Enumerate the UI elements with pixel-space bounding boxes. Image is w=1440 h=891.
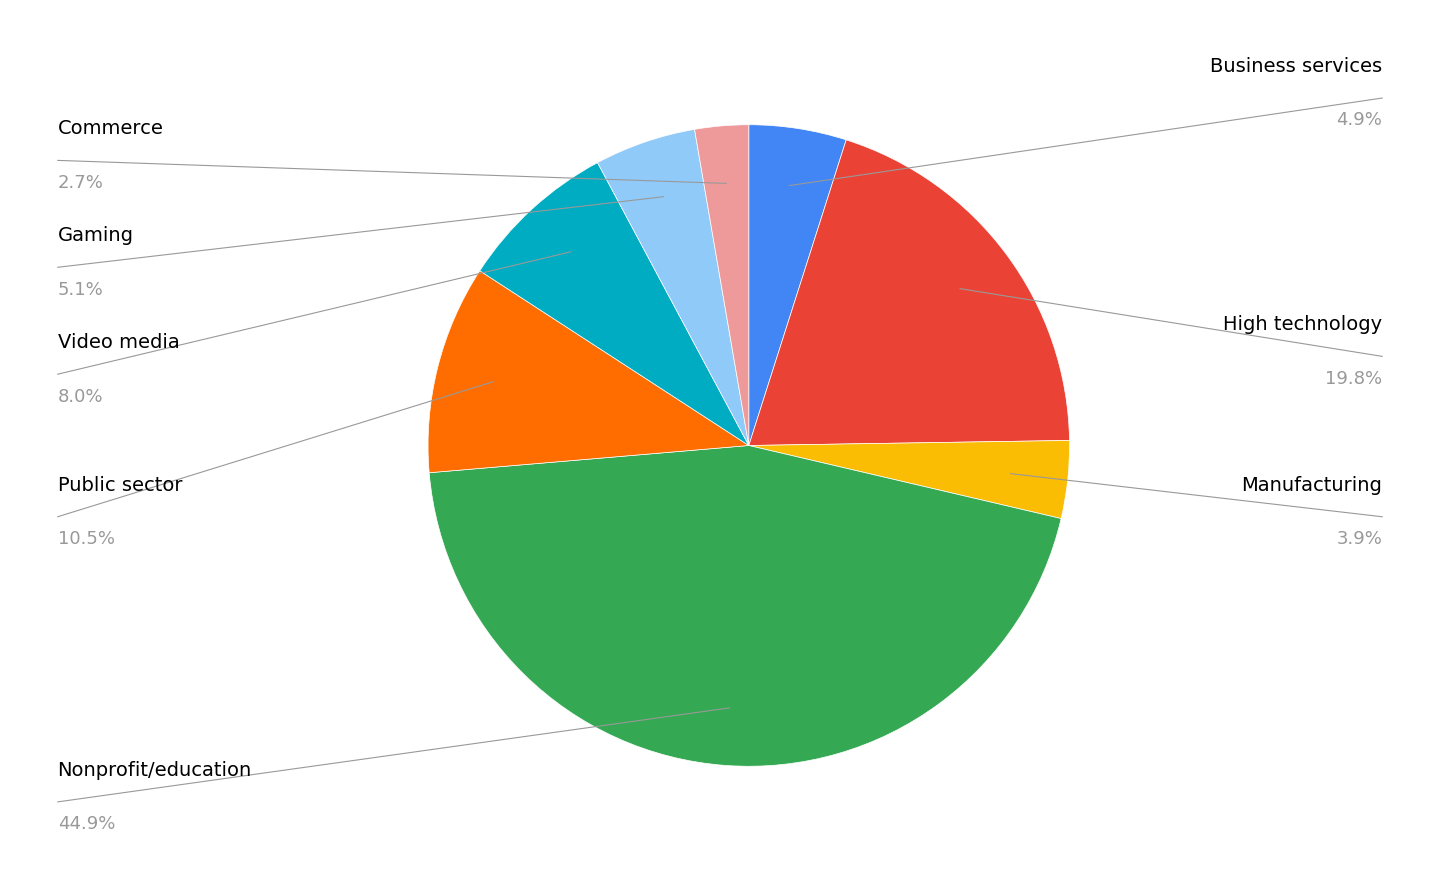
Text: Commerce: Commerce (58, 119, 164, 138)
Text: Nonprofit/education: Nonprofit/education (58, 761, 252, 780)
Text: 4.9%: 4.9% (1336, 111, 1382, 129)
Text: 2.7%: 2.7% (58, 174, 104, 192)
Text: 8.0%: 8.0% (58, 388, 104, 405)
Text: 44.9%: 44.9% (58, 815, 115, 833)
Wedge shape (480, 163, 749, 446)
Wedge shape (598, 129, 749, 446)
Text: High technology: High technology (1223, 315, 1382, 334)
Text: Business services: Business services (1210, 57, 1382, 76)
Wedge shape (749, 440, 1070, 519)
Text: 3.9%: 3.9% (1336, 530, 1382, 548)
Text: 19.8%: 19.8% (1325, 370, 1382, 388)
Text: 10.5%: 10.5% (58, 530, 115, 548)
Wedge shape (429, 446, 1061, 766)
Text: Gaming: Gaming (58, 226, 134, 245)
Wedge shape (428, 271, 749, 473)
Text: Public sector: Public sector (58, 476, 181, 495)
Wedge shape (749, 140, 1070, 446)
Text: 5.1%: 5.1% (58, 281, 104, 298)
Wedge shape (749, 125, 847, 446)
Wedge shape (694, 125, 749, 446)
Text: Manufacturing: Manufacturing (1241, 476, 1382, 495)
Text: Video media: Video media (58, 333, 180, 352)
